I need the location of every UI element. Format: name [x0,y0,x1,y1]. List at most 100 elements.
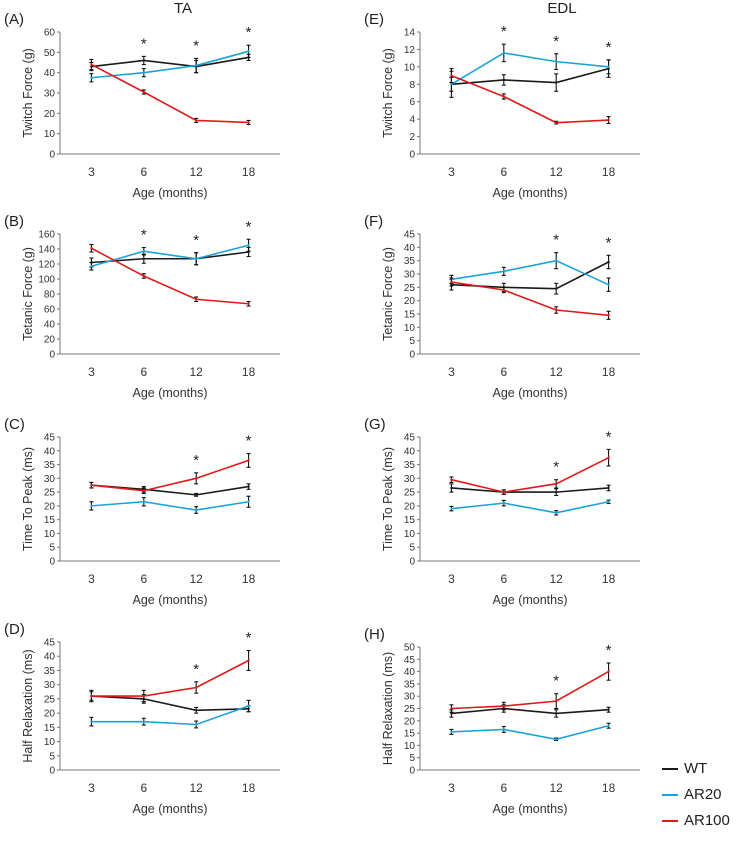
data-point-ar100 [607,118,610,122]
series-line-ar100 [451,74,609,124]
data-point-ar20 [502,728,506,731]
y-tick-label: 0 [409,150,415,161]
y-tick-label: 15 [44,515,56,526]
y-tick-label: 40 [44,446,56,457]
data-point-ar20 [554,259,558,262]
data-point-wt [142,59,146,62]
y-tick-label: 30 [404,692,416,703]
data-point-wt [554,490,558,494]
y-tick-label: 30 [44,89,56,100]
data-point-ar100 [502,95,506,98]
y-tick-label: 25 [404,704,416,715]
significance-marker: * [141,227,147,244]
x-tick-label: 18 [602,781,616,795]
y-tick-label: 45 [44,638,56,649]
legend-swatch-ar100 [662,820,678,822]
data-point-ar100 [450,74,453,77]
data-point-ar100 [247,659,250,662]
y-tick-label: 25 [404,488,416,499]
legend-swatch-wt [662,768,678,770]
y-tick-label: 5 [409,753,415,764]
series-line-wt [451,67,609,86]
data-point-ar100 [502,288,506,292]
x-axis-label: Age (months) [132,386,207,400]
x-axis-label: Age (months) [492,186,567,200]
x-axis-label: Age (months) [132,186,207,200]
y-tick-label: 20 [404,296,416,307]
y-tick-label: 5 [409,543,415,554]
data-point-ar20 [90,504,93,508]
y-tick-label: 45 [404,433,416,444]
series-line-ar20 [451,724,609,741]
y-tick-label: 8 [409,80,415,91]
panel-label: (F) [364,213,383,230]
significance-marker: * [246,630,252,647]
x-tick-label: 18 [602,572,616,586]
y-tick-label: 20 [44,501,56,512]
legend-item-wt: WT [662,758,736,784]
y-axis-label: Twitch Force (g) [381,48,395,138]
y-tick-label: 20 [44,335,56,346]
data-point-ar100 [450,707,453,710]
data-point-ar100 [607,314,610,317]
x-tick-label: 18 [242,365,256,379]
significance-marker: * [606,428,612,445]
y-tick-label: 30 [404,270,416,281]
significance-marker: * [606,642,612,659]
data-point-ar20 [607,724,610,727]
significance-marker: * [553,459,559,476]
data-point-ar20 [194,257,198,260]
data-point-ar20 [607,283,610,286]
y-tick-label: 45 [44,433,56,444]
data-point-ar100 [247,121,250,124]
data-point-wt [554,712,558,715]
data-point-ar100 [194,477,198,480]
data-point-ar20 [90,76,93,79]
y-tick-label: 10 [404,62,416,73]
data-point-wt [450,712,453,715]
x-tick-label: 6 [140,572,147,586]
edl-column-title: EDL [547,0,577,17]
x-axis-label: Age (months) [132,802,207,816]
data-point-ar100 [90,484,93,487]
ta-column-title: TA [173,0,193,17]
y-tick-label: 0 [409,350,415,361]
y-axis-label: Twitch Force (g) [21,48,35,138]
data-point-ar20 [450,507,453,510]
series-line-wt [451,487,609,493]
series-line-wt [91,695,249,712]
data-point-ar100 [607,670,610,673]
significance-marker: * [193,661,199,678]
data-point-ar20 [194,508,198,512]
y-tick-label: 30 [404,474,416,485]
data-point-ar100 [502,704,506,708]
y-tick-label: 10 [44,529,56,540]
significance-marker: * [553,232,559,249]
x-tick-label: 12 [190,165,204,179]
x-tick-label: 3 [88,365,95,379]
panel-label: (B) [4,213,24,230]
y-tick-label: 50 [404,643,416,654]
panel-g: (G) 0 5 10 15 20 25 30 35 40 45 3 6 12 18 Age (months) T… [364,416,640,607]
data-point-wt [607,486,610,490]
y-tick-label: 60 [44,305,56,316]
y-tick-label: 40 [404,667,416,678]
data-point-ar100 [502,490,506,494]
panel-e: (E) 0 2 4 6 8 10 12 14 3 6 12 18 Age (months) Twitch F… [364,11,640,200]
series-line-ar20 [451,259,609,286]
data-point-ar20 [554,60,558,63]
panel-label: (E) [364,11,384,28]
y-tick-label: 45 [404,655,416,666]
legend-label-wt: WT [684,760,708,777]
series-line-ar20 [91,705,249,726]
x-tick-label: 12 [550,572,564,586]
panel-label: (D) [4,621,25,638]
x-tick-label: 18 [602,365,616,379]
series-line-ar100 [451,281,609,317]
data-point-ar20 [90,265,93,268]
x-tick-label: 6 [500,572,507,586]
x-tick-label: 3 [448,572,455,586]
data-point-wt [607,708,610,711]
y-tick-label: 2 [409,132,415,143]
x-tick-label: 18 [242,165,256,179]
